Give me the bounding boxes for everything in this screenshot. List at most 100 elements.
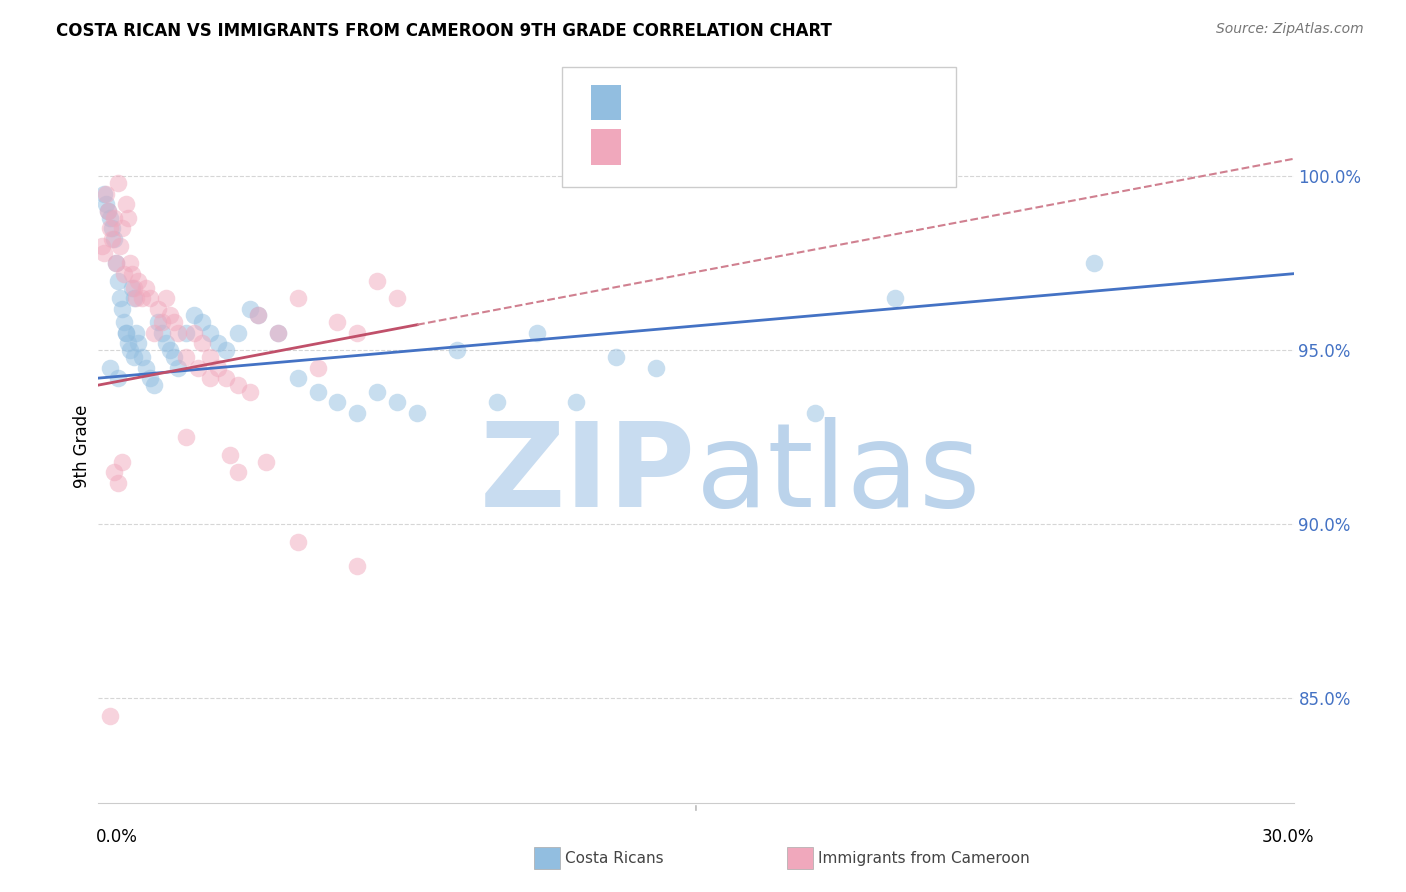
Point <box>124 350 146 364</box>
Point <box>804 406 827 420</box>
Point <box>121 280 143 294</box>
Point <box>287 534 309 549</box>
Point <box>198 350 221 364</box>
Point <box>183 326 205 340</box>
Point <box>346 406 368 420</box>
Point <box>120 343 142 358</box>
Point <box>115 326 138 340</box>
Point <box>127 274 149 288</box>
Point <box>97 204 120 219</box>
Point <box>107 371 129 385</box>
Point <box>565 395 588 409</box>
Point <box>485 395 508 409</box>
Point <box>307 385 329 400</box>
Point <box>125 326 148 340</box>
Point <box>125 291 148 305</box>
Point <box>112 267 135 281</box>
Point <box>163 350 186 364</box>
Point <box>326 395 349 409</box>
Text: R = 0.217   N = 57: R = 0.217 N = 57 <box>633 138 803 156</box>
Point <box>111 455 134 469</box>
Point <box>174 350 197 364</box>
Point <box>198 326 221 340</box>
Point <box>406 406 429 420</box>
Point <box>98 708 122 723</box>
Point <box>159 343 181 358</box>
Point <box>215 343 238 358</box>
Point <box>139 291 162 305</box>
Point <box>107 176 129 190</box>
Point <box>143 326 166 340</box>
Point <box>346 326 368 340</box>
Point <box>226 326 249 340</box>
Text: COSTA RICAN VS IMMIGRANTS FROM CAMEROON 9TH GRADE CORRELATION CHART: COSTA RICAN VS IMMIGRANTS FROM CAMEROON … <box>56 22 832 40</box>
Point <box>124 291 146 305</box>
Point <box>110 239 132 253</box>
Point <box>110 291 132 305</box>
Point <box>97 204 120 219</box>
Point <box>267 326 290 340</box>
Point <box>307 360 329 375</box>
Point <box>1083 256 1105 270</box>
Point <box>143 378 166 392</box>
Point <box>159 309 181 323</box>
Point <box>131 350 153 364</box>
Point <box>101 221 124 235</box>
Point <box>207 360 229 375</box>
Point <box>150 326 173 340</box>
Point <box>150 315 173 329</box>
Point <box>155 291 177 305</box>
Point <box>645 360 668 375</box>
Point <box>139 371 162 385</box>
Point <box>115 326 138 340</box>
Point <box>167 360 190 375</box>
Point <box>148 301 170 316</box>
Point <box>111 221 134 235</box>
Point <box>215 371 238 385</box>
Point <box>207 336 229 351</box>
Point <box>120 256 142 270</box>
Point <box>127 336 149 351</box>
Point <box>148 315 170 329</box>
Point <box>155 336 177 351</box>
Point <box>366 385 388 400</box>
Point <box>103 465 125 479</box>
Point <box>98 221 122 235</box>
Point <box>163 315 186 329</box>
Point <box>884 291 907 305</box>
Point <box>191 315 214 329</box>
Point <box>101 232 124 246</box>
Point <box>115 197 138 211</box>
Point <box>246 309 269 323</box>
Text: atlas: atlas <box>696 417 981 532</box>
Point <box>112 315 135 329</box>
Point <box>103 211 125 225</box>
Point <box>346 559 368 574</box>
Point <box>135 280 157 294</box>
Point <box>111 301 134 316</box>
Text: R = 0.130   N = 58: R = 0.130 N = 58 <box>633 94 803 112</box>
Point <box>254 455 277 469</box>
Point <box>117 211 139 225</box>
Point <box>246 309 269 323</box>
Point <box>183 309 205 323</box>
Point <box>105 256 128 270</box>
Point <box>239 385 262 400</box>
Point <box>605 350 627 364</box>
Text: 30.0%: 30.0% <box>1263 828 1315 846</box>
Point <box>96 186 118 201</box>
Point <box>326 315 349 329</box>
Point <box>446 343 468 358</box>
Point <box>226 378 249 392</box>
Point <box>98 211 122 225</box>
Point <box>174 326 197 340</box>
Text: ZIP: ZIP <box>479 417 696 532</box>
Point <box>96 197 118 211</box>
Point <box>105 256 128 270</box>
Point <box>174 430 197 444</box>
Point <box>198 371 221 385</box>
Point <box>124 280 146 294</box>
Point <box>91 239 114 253</box>
Point <box>191 336 214 351</box>
Point <box>93 245 115 260</box>
